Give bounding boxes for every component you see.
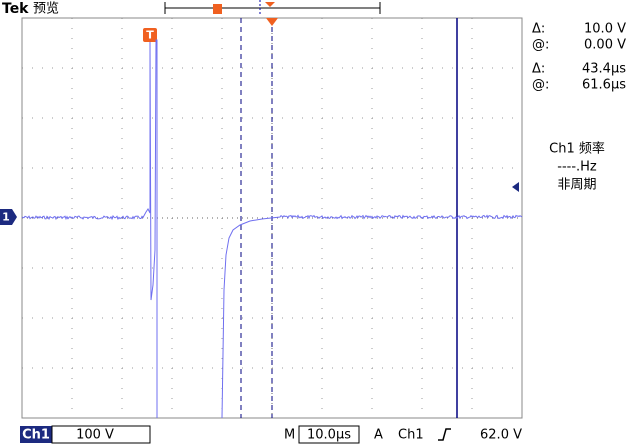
channel-name: Ch1 — [22, 428, 50, 443]
waveform-trace — [21, 39, 523, 419]
readout-value: 0.00 V — [584, 38, 626, 53]
trigger-slope — [438, 428, 451, 441]
measure-title: Ch1 频率 — [549, 141, 605, 157]
timebase-box — [298, 425, 360, 444]
readout-value: 10.0 V — [584, 22, 626, 37]
readout-label: Δ: — [532, 62, 545, 77]
vertical-scale: 100 V — [76, 428, 114, 443]
measure-status: 非周期 — [557, 178, 596, 193]
readout-label: @: — [532, 78, 549, 93]
timebase-label: M — [284, 428, 295, 443]
trigger-level: 62.0 V — [480, 428, 522, 443]
trigger-position — [266, 18, 278, 26]
trigger-marker — [143, 28, 157, 42]
mode: 预览 — [33, 1, 59, 17]
readout-label: Δ: — [532, 22, 545, 37]
timebase: 10.0µs — [307, 428, 351, 443]
record-overview — [164, 0, 381, 16]
trigger-level-arrow — [512, 182, 519, 192]
channel-marker-label: 1 — [2, 211, 10, 224]
cursor-readouts: Δ: 10.0 V @: 0.00 V Δ: 43.4µs @: 61.6µs — [532, 22, 626, 93]
channel-badge — [20, 426, 52, 443]
readout-value: 43.4µs — [582, 62, 626, 77]
trigger-label: A — [374, 428, 383, 443]
brand: Tek — [2, 1, 29, 17]
trigger-source: Ch1 — [398, 428, 424, 443]
scale-box — [51, 425, 151, 444]
channel-marker — [0, 209, 17, 225]
readout-label: @: — [532, 38, 549, 53]
readout-value: 61.6µs — [582, 78, 626, 93]
trigger-marker-label: T — [146, 29, 154, 42]
measure-value: ----.Hz — [557, 160, 597, 175]
